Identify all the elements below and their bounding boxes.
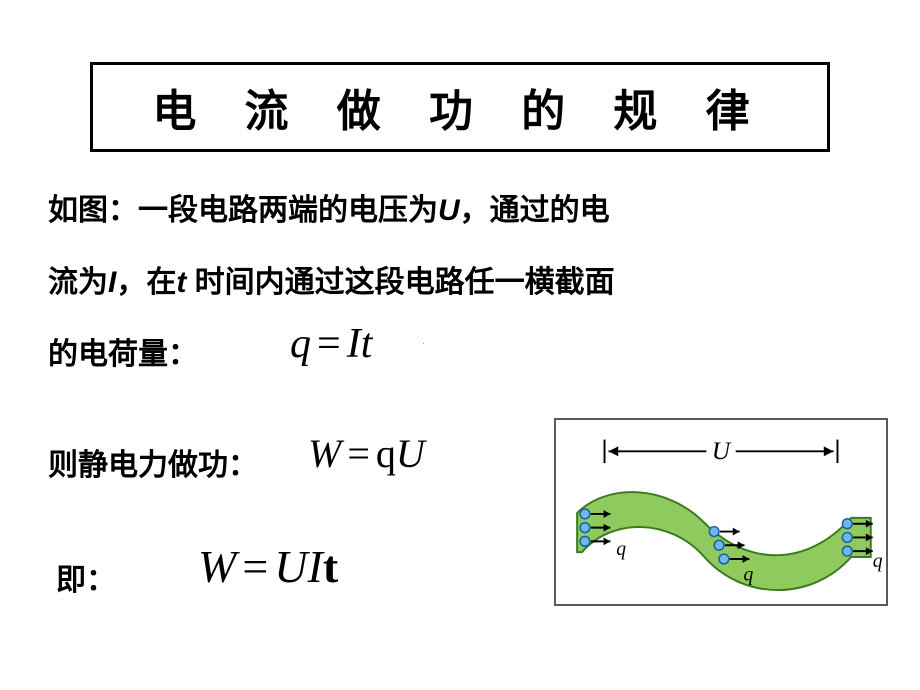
work-label: 则静电力做功： bbox=[48, 440, 258, 484]
formula3-I: I bbox=[308, 541, 323, 592]
body-line-3: 的电荷量： bbox=[48, 332, 198, 377]
line2-text-b: ，在 bbox=[116, 266, 176, 299]
formula-q-It: q=It bbox=[290, 320, 372, 368]
line2-text-a: 流为 bbox=[48, 266, 108, 299]
q-label-left: q bbox=[616, 539, 626, 560]
circuit-diagram: U q q bbox=[554, 418, 888, 606]
line1-text-a: 如图：一段电路两端的电压为 bbox=[48, 194, 438, 227]
formula1-lhs: q bbox=[290, 321, 311, 367]
var-U: U bbox=[438, 194, 460, 227]
title-box: 电 流 做 功 的 规 律 bbox=[90, 62, 830, 152]
ie-label: 即： bbox=[56, 555, 116, 599]
equals: = bbox=[236, 541, 274, 592]
line1-text-b: ，通过的电 bbox=[460, 194, 610, 227]
formula-W-UIt: W=UIt bbox=[198, 540, 338, 593]
formula2-q: q bbox=[376, 431, 396, 476]
q-label-middle: q bbox=[744, 565, 754, 586]
formula1-I: I bbox=[347, 321, 361, 367]
formula2-lhs: W bbox=[308, 431, 341, 476]
charges-left bbox=[580, 509, 610, 546]
u-arrow-left bbox=[608, 446, 618, 456]
formula-W-qU: W=qU bbox=[308, 430, 425, 477]
charges-right bbox=[842, 519, 872, 556]
q-label-right: q bbox=[873, 551, 883, 572]
equals: = bbox=[311, 321, 347, 367]
formula3-U: U bbox=[274, 541, 307, 592]
diagram-svg: U q q bbox=[556, 420, 886, 604]
var-t: t bbox=[176, 266, 186, 299]
u-arrow-right bbox=[824, 446, 834, 456]
formula1-t: t bbox=[361, 321, 373, 367]
formula2-U: U bbox=[396, 431, 425, 476]
equals: = bbox=[341, 431, 376, 476]
line2-text-c: 时间内通过这段电路任一横截面 bbox=[186, 266, 614, 299]
page-title: 电 流 做 功 的 规 律 bbox=[152, 75, 767, 139]
formula3-lhs: W bbox=[198, 541, 236, 592]
formula3-t: t bbox=[323, 541, 338, 592]
body-line-2: 流为I，在t 时间内通过这段电路任一横截面 bbox=[48, 260, 888, 305]
u-label: U bbox=[712, 436, 732, 465]
body-line-1: 如图：一段电路两端的电压为U，通过的电 bbox=[48, 188, 888, 233]
small-mark: · bbox=[422, 338, 425, 349]
